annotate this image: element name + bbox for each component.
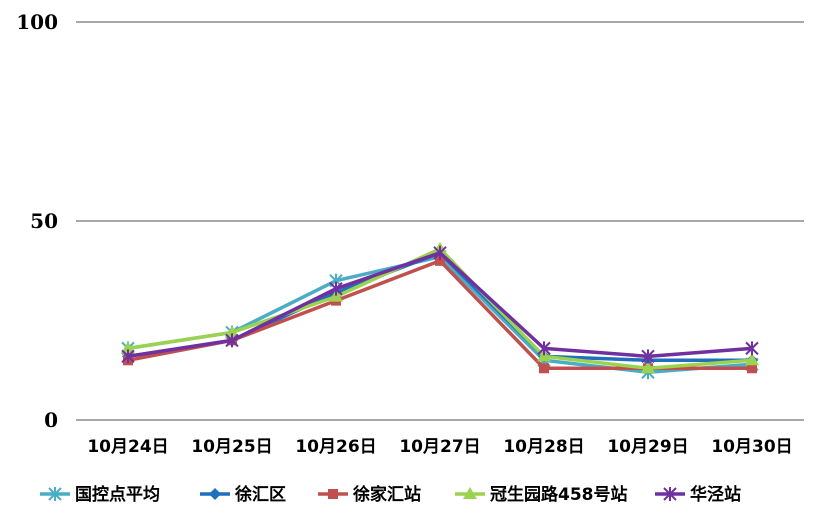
x-tick-label: 10月30日	[711, 437, 792, 457]
data-point	[121, 349, 135, 364]
legend-marker	[328, 489, 338, 499]
x-tick-label: 10月26日	[295, 437, 376, 457]
legend-item: 徐汇区	[200, 484, 286, 505]
legend-item: 冠生园路458号站	[455, 484, 628, 505]
legend-label: 冠生园路458号站	[490, 484, 628, 505]
x-tick-label: 10月29日	[607, 437, 688, 457]
data-point	[641, 361, 655, 374]
data-point	[121, 341, 135, 354]
x-tick-label: 10月24日	[87, 437, 168, 457]
legend-marker	[209, 488, 221, 500]
series-lines	[121, 241, 759, 380]
x-tick-labels: 10月24日 10月25日 10月26日 10月27日 10月28日 10月29日 10月3…	[87, 437, 792, 457]
legend-label: 华泾站	[690, 484, 741, 505]
data-point	[641, 349, 655, 364]
data-point	[745, 341, 759, 356]
legend-label: 徐汇区	[234, 484, 286, 505]
legend-item: 华泾站	[655, 484, 741, 505]
legend-label: 徐家汇站	[352, 484, 421, 505]
y-tick-label: 50	[30, 209, 58, 233]
x-tick-label: 10月25日	[191, 437, 272, 457]
legend-marker	[663, 487, 677, 501]
data-point	[225, 325, 239, 338]
legend-label: 国控点平均	[75, 484, 160, 505]
y-tick-label: 100	[16, 10, 58, 34]
data-point	[433, 245, 447, 260]
data-point	[537, 341, 551, 356]
series-line	[127, 247, 753, 371]
y-tick-labels: 0 50 100	[16, 10, 58, 432]
series-line	[127, 251, 753, 359]
data-point	[747, 363, 757, 374]
legend: 国控点平均 徐汇区 徐家汇站 冠生园路458号站 华泾站	[40, 484, 741, 505]
legend-item: 国控点平均	[40, 484, 160, 505]
data-point	[435, 255, 445, 266]
legend-marker	[463, 487, 477, 499]
series-line	[127, 251, 752, 363]
x-tick-label: 10月27日	[399, 437, 480, 457]
legend-marker	[48, 487, 62, 501]
gridlines	[76, 21, 804, 421]
series-line	[127, 259, 752, 371]
data-point	[225, 333, 239, 348]
data-point	[539, 363, 549, 374]
y-tick-label: 0	[44, 408, 58, 432]
x-tick-label: 10月28日	[503, 437, 584, 457]
series-4	[121, 245, 759, 364]
data-point	[745, 353, 759, 366]
data-point	[329, 281, 343, 296]
legend-item: 徐家汇站	[318, 484, 421, 505]
